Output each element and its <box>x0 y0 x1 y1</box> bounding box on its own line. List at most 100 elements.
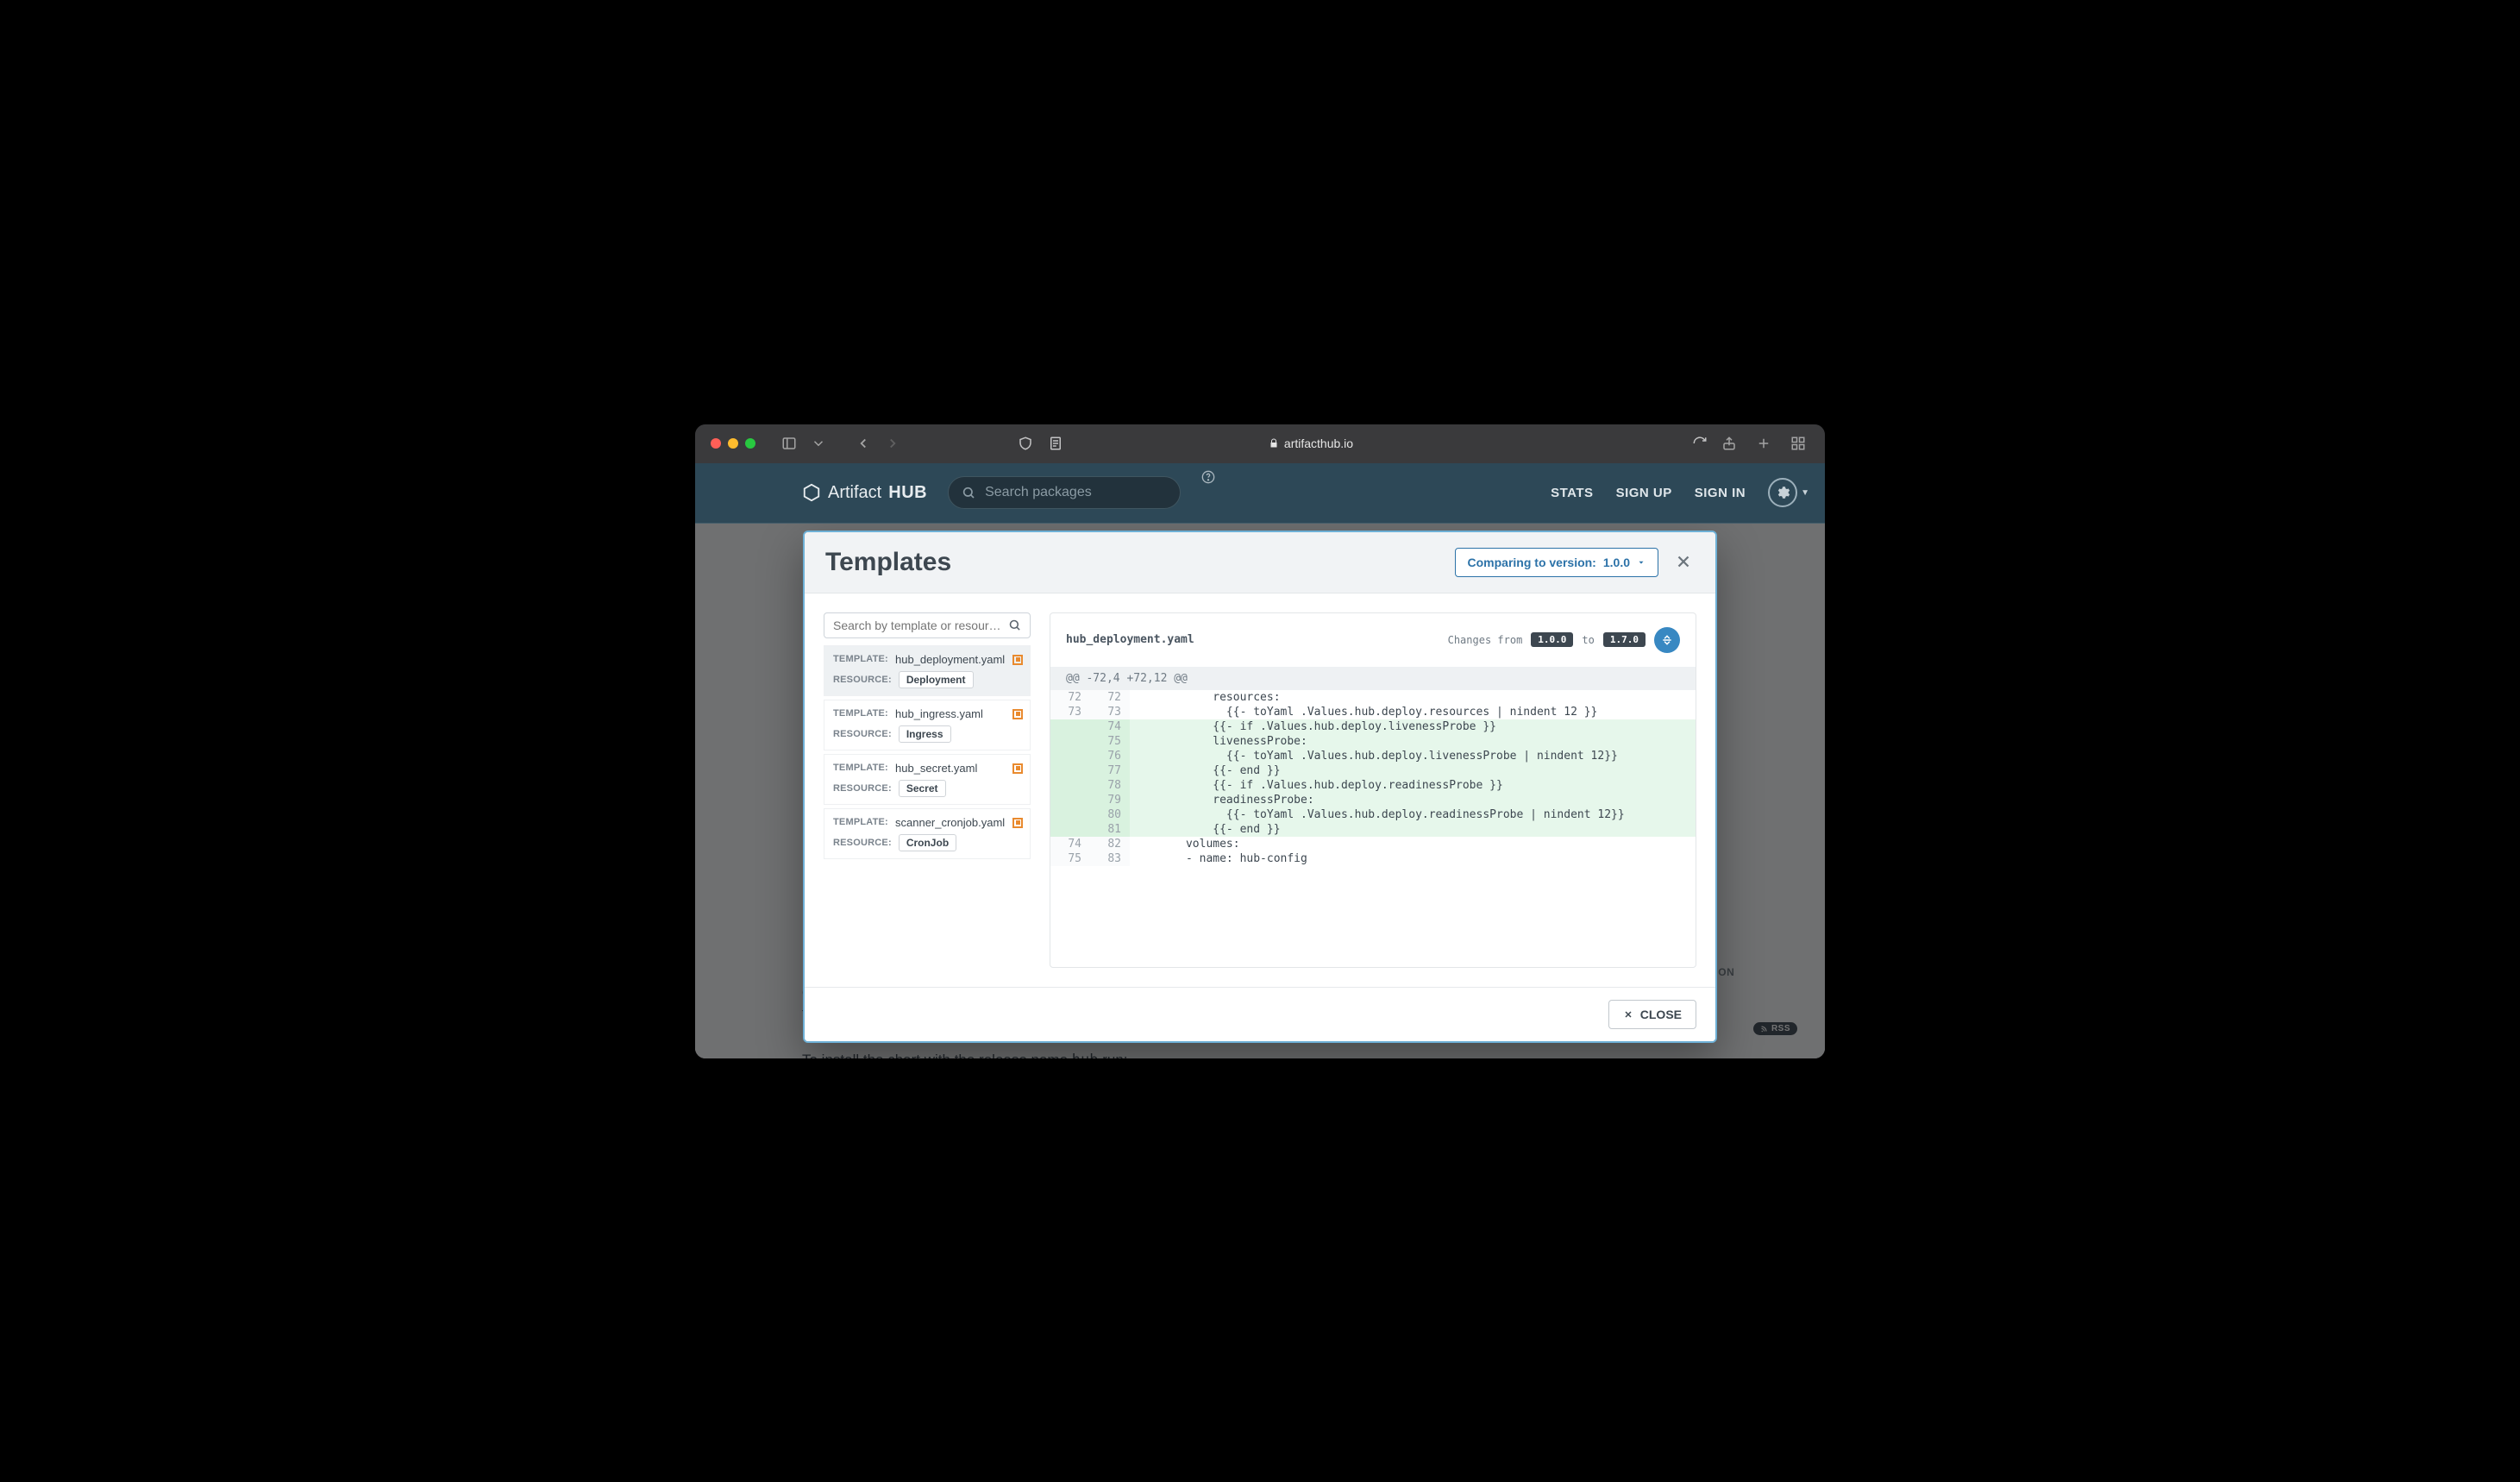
template-row-label: TEMPLATE: <box>833 654 888 664</box>
resource-row-label: RESOURCE: <box>833 838 892 848</box>
page-body: duction environment. The default values … <box>695 524 1825 1058</box>
new-tab-icon[interactable] <box>1752 432 1775 455</box>
diff-line: 78 {{- if .Values.hub.deploy.readinessPr… <box>1050 778 1696 793</box>
modal-title: Templates <box>825 548 951 577</box>
search-input[interactable] <box>948 476 1181 509</box>
line-code: {{- toYaml .Values.hub.deploy.livenessPr… <box>1130 749 1696 763</box>
site-header: ArtifactHUB STATS SIGN UP SIGN IN ▼ <box>695 463 1825 524</box>
diff-line: 79 readinessProbe: <box>1050 793 1696 807</box>
diff-hunk-header: @@ -72,4 +72,12 @@ <box>1050 667 1696 690</box>
compare-label: Comparing to version: <box>1468 556 1596 569</box>
nav-signin[interactable]: SIGN IN <box>1695 486 1746 500</box>
diff-line: 7583 - name: hub-config <box>1050 851 1696 866</box>
minimize-window-dot[interactable] <box>728 438 738 449</box>
template-name: hub_ingress.yaml <box>895 707 983 720</box>
diff-line: 7373 {{- toYaml .Values.hub.deploy.resou… <box>1050 705 1696 719</box>
line-old <box>1050 719 1090 734</box>
search-icon <box>962 486 975 499</box>
line-old <box>1050 778 1090 793</box>
templates-modal: Templates Comparing to version: 1.0.0 <box>803 531 1717 1043</box>
line-new: 82 <box>1090 837 1130 851</box>
address-bar[interactable]: artifacthub.io <box>911 436 1711 450</box>
header-nav: STATS SIGN UP SIGN IN ▼ <box>1551 478 1809 507</box>
templates-list: TEMPLATE:hub_deployment.yamlRESOURCE:Dep… <box>824 645 1031 859</box>
settings-caret-icon: ▼ <box>1801 488 1809 498</box>
lock-icon <box>1269 438 1279 449</box>
tabs-overview-icon[interactable] <box>1787 432 1809 455</box>
modal-close-x[interactable] <box>1674 552 1695 573</box>
template-row-label: TEMPLATE: <box>833 708 888 719</box>
back-button[interactable] <box>852 432 874 455</box>
header-search <box>948 476 1181 509</box>
templates-sidebar: TEMPLATE:hub_deployment.yamlRESOURCE:Dep… <box>824 612 1031 968</box>
diff-line: 74 {{- if .Values.hub.deploy.livenessPro… <box>1050 719 1696 734</box>
line-old: 72 <box>1050 690 1090 705</box>
close-label: CLOSE <box>1640 1008 1682 1021</box>
modal-footer: CLOSE <box>805 987 1715 1041</box>
forward-button[interactable] <box>881 432 904 455</box>
template-name: hub_deployment.yaml <box>895 653 1005 666</box>
change-indicator-icon <box>1012 818 1023 828</box>
line-code: resources: <box>1130 690 1696 705</box>
line-code: volumes: <box>1130 837 1696 851</box>
line-old <box>1050 734 1090 749</box>
compare-version: 1.0.0 <box>1603 556 1630 569</box>
line-old <box>1050 807 1090 822</box>
close-icon <box>1674 552 1693 571</box>
change-indicator-icon <box>1012 763 1023 774</box>
template-item[interactable]: TEMPLATE:hub_ingress.yamlRESOURCE:Ingres… <box>824 700 1031 750</box>
shield-icon[interactable] <box>1014 432 1037 455</box>
template-search-input[interactable] <box>833 619 1001 632</box>
diff-line: 75 livenessProbe: <box>1050 734 1696 749</box>
line-code: - name: hub-config <box>1130 851 1696 866</box>
reload-icon[interactable] <box>1689 432 1711 455</box>
reader-icon[interactable] <box>1044 432 1067 455</box>
nav-stats[interactable]: STATS <box>1551 486 1593 500</box>
settings-button[interactable] <box>1768 478 1797 507</box>
brand-left: Artifact <box>828 483 881 503</box>
diff-meta: Changes from 1.0.0 to 1.7.0 <box>1448 627 1680 653</box>
line-new: 77 <box>1090 763 1130 778</box>
diff-panel: hub_deployment.yaml Changes from 1.0.0 t… <box>1050 612 1696 968</box>
browser-chrome: artifacthub.io <box>695 424 1825 463</box>
version-to: 1.7.0 <box>1603 632 1646 647</box>
template-search <box>824 612 1031 638</box>
help-icon[interactable] <box>1201 470 1215 488</box>
line-code: {{- end }} <box>1130 763 1696 778</box>
line-old <box>1050 763 1090 778</box>
line-code: {{- if .Values.hub.deploy.livenessProbe … <box>1130 719 1696 734</box>
line-code: {{- if .Values.hub.deploy.readinessProbe… <box>1130 778 1696 793</box>
line-new: 79 <box>1090 793 1130 807</box>
template-name: hub_secret.yaml <box>895 762 977 775</box>
diff-line: 81 {{- end }} <box>1050 822 1696 837</box>
line-new: 75 <box>1090 734 1130 749</box>
diff-header: hub_deployment.yaml Changes from 1.0.0 t… <box>1050 613 1696 667</box>
template-row-label: TEMPLATE: <box>833 763 888 773</box>
sidebar-toggle-icon[interactable] <box>778 432 800 455</box>
template-item[interactable]: TEMPLATE:hub_deployment.yamlRESOURCE:Dep… <box>824 645 1031 696</box>
brand-logo[interactable]: ArtifactHUB <box>802 483 927 503</box>
nav-signup[interactable]: SIGN UP <box>1616 486 1672 500</box>
maximize-window-dot[interactable] <box>745 438 755 449</box>
line-old: 75 <box>1050 851 1090 866</box>
template-item[interactable]: TEMPLATE:scanner_cronjob.yamlRESOURCE:Cr… <box>824 808 1031 859</box>
search-icon <box>1008 619 1021 631</box>
template-item[interactable]: TEMPLATE:hub_secret.yamlRESOURCE:Secret <box>824 754 1031 805</box>
chevron-down-icon[interactable] <box>807 432 830 455</box>
close-window-dot[interactable] <box>711 438 721 449</box>
hexagon-icon <box>802 483 821 502</box>
resource-badge: CronJob <box>899 834 956 851</box>
line-code: {{- end }} <box>1130 822 1696 837</box>
expand-diff-button[interactable] <box>1654 627 1680 653</box>
line-new: 80 <box>1090 807 1130 822</box>
line-old: 74 <box>1050 837 1090 851</box>
share-icon[interactable] <box>1718 432 1740 455</box>
line-old: 73 <box>1050 705 1090 719</box>
close-button[interactable]: CLOSE <box>1608 1000 1696 1029</box>
window-controls <box>711 438 755 449</box>
line-new: 81 <box>1090 822 1130 837</box>
line-code: {{- toYaml .Values.hub.deploy.readinessP… <box>1130 807 1696 822</box>
line-new: 74 <box>1090 719 1130 734</box>
compare-version-dropdown[interactable]: Comparing to version: 1.0.0 <box>1455 548 1659 577</box>
line-new: 76 <box>1090 749 1130 763</box>
